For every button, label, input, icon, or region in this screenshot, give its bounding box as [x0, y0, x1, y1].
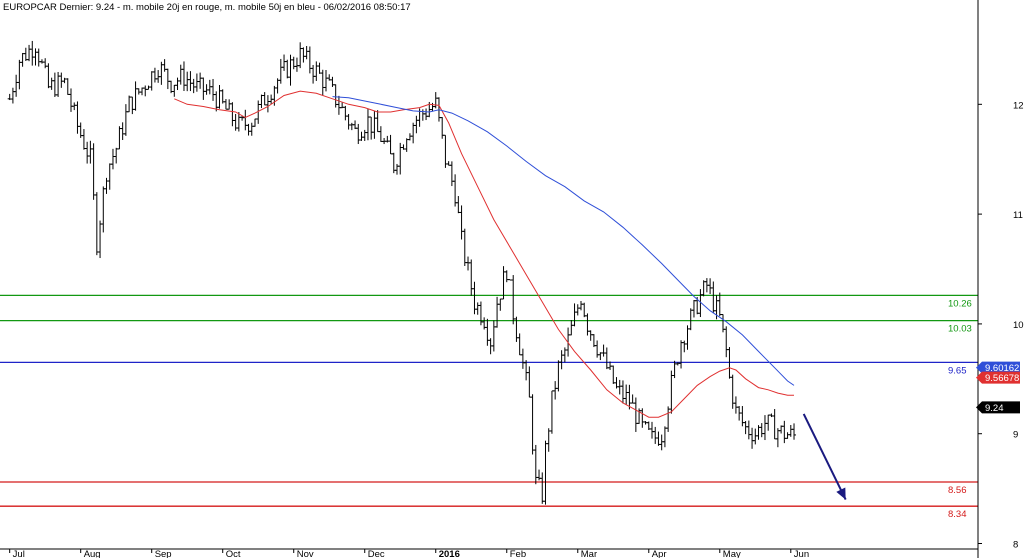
x-tick-label: 2016: [439, 549, 460, 558]
trend-arrow: [802, 413, 847, 501]
y-tick-label: 9: [1013, 430, 1018, 441]
x-tick-label: Apr: [652, 549, 667, 558]
moving-averages: [174, 90, 795, 418]
y-tick-label: 12: [1013, 100, 1024, 111]
chart-title: EUROPCAR Dernier: 9.24 - m. mobile 20j e…: [3, 2, 411, 13]
level-labels: 10.26 10.03 9.65 8.56 8.34: [948, 298, 972, 520]
x-tick-label: Oct: [226, 549, 241, 558]
ma20-line: [174, 90, 794, 418]
value-tag: [976, 371, 1020, 384]
x-tick-label: Feb: [510, 549, 526, 558]
level-label: 10.03: [948, 324, 972, 335]
arrow-shaft: [802, 413, 847, 501]
value-tag-label: 9.24: [985, 403, 1004, 414]
x-tick-label: May: [723, 549, 741, 558]
level-lines: [0, 294, 978, 507]
value-tag: [976, 361, 1020, 374]
x-tick-label: Dec: [368, 549, 385, 558]
y-tick-label: 11: [1013, 210, 1023, 221]
value-tag-label: 9.60162: [985, 363, 1019, 374]
x-tick-label: Jun: [794, 549, 809, 558]
value-tag: [976, 401, 1020, 414]
level-label: 9.65: [948, 365, 967, 376]
y-axis: 8 9 10 11 12: [978, 100, 1024, 551]
x-tick-label: Jul: [13, 549, 25, 558]
x-tick-label: Aug: [84, 549, 101, 558]
y-tick-label: 10: [1013, 320, 1024, 331]
x-tick-label: Sep: [155, 549, 172, 558]
x-axis: Jul Aug Sep Oct Nov Dec 2016 Feb Mar Apr May Jun: [9, 549, 809, 558]
level-label: 8.34: [948, 509, 967, 520]
level-label: 8.56: [948, 485, 967, 496]
x-tick-label: Nov: [297, 549, 314, 558]
ma50-line: [332, 96, 795, 386]
x-tick-label: Mar: [581, 549, 597, 558]
level-label: 10.26: [948, 298, 972, 309]
y-tick-label: 8: [1013, 540, 1018, 551]
value-tag-label: 9.56678: [985, 373, 1019, 384]
arrow-head: [836, 487, 846, 500]
